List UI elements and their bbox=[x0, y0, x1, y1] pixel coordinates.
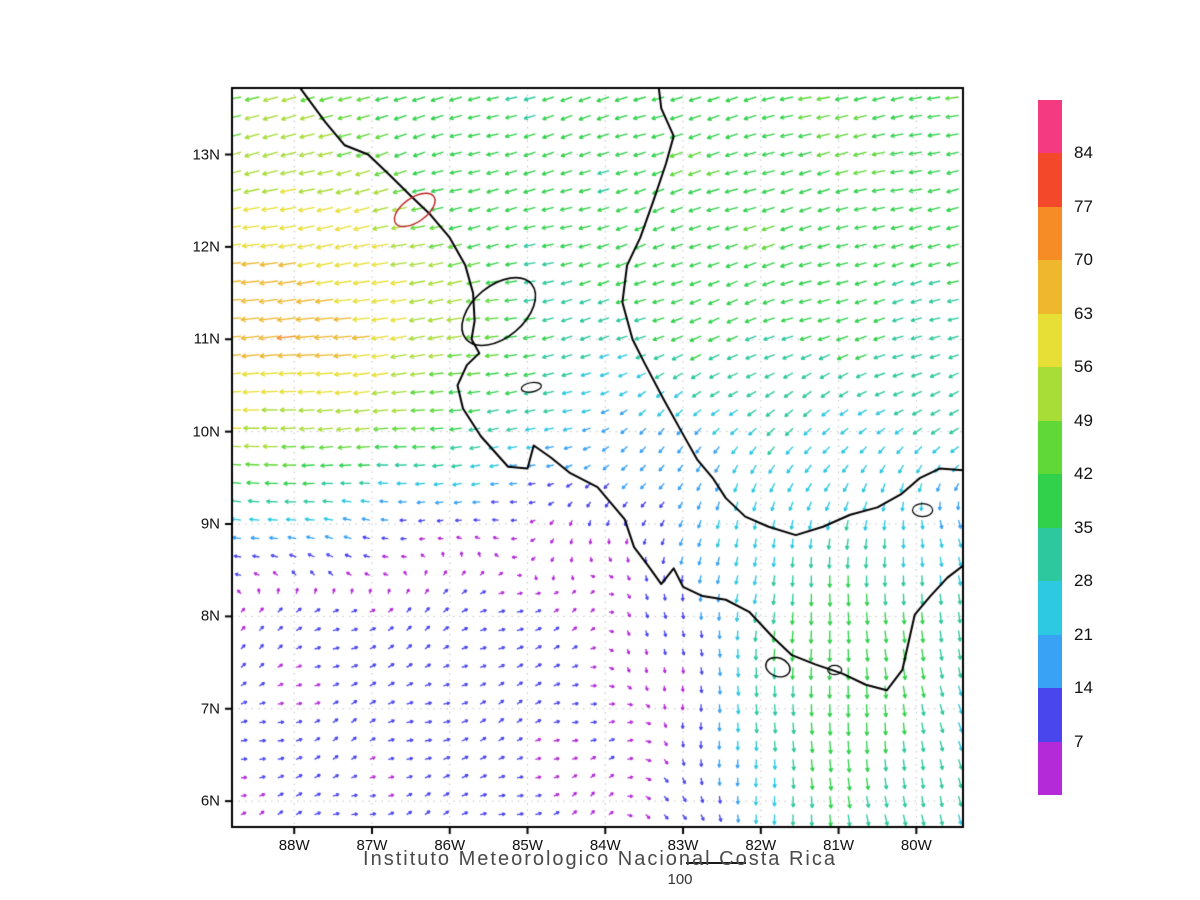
colorbar-boundary-label: 28 bbox=[1074, 571, 1093, 591]
colorbar-segment bbox=[1038, 527, 1062, 582]
colorbar-segment bbox=[1038, 741, 1062, 796]
colorbar-segment bbox=[1038, 634, 1062, 689]
colorbar-boundary-label: 35 bbox=[1074, 517, 1093, 537]
colorbar-boundary-label: 42 bbox=[1074, 464, 1093, 484]
lat-tick-label: 11N bbox=[193, 330, 220, 348]
lon-tick-label: 88W bbox=[278, 837, 310, 854]
lon-tick-label: 87W bbox=[356, 837, 388, 854]
colorbar-segment bbox=[1038, 367, 1062, 421]
lon-tick-label: 84W bbox=[589, 837, 621, 854]
lat-tick-label: 8N bbox=[200, 607, 220, 625]
reference-arrow bbox=[686, 862, 746, 864]
footer-institution: Instituto Meteorologico Nacional Costa R… bbox=[363, 848, 837, 870]
colorbar-boundary-label: 49 bbox=[1074, 410, 1093, 430]
colorbar-boundary-label: 14 bbox=[1074, 678, 1093, 698]
colorbar-boundary-label: 56 bbox=[1074, 357, 1093, 377]
colorbar-segment bbox=[1038, 206, 1062, 261]
colorbar-boundary-label: 77 bbox=[1074, 196, 1093, 216]
lat-tick-label: 6N bbox=[200, 792, 220, 810]
colorbar-boundary-label: 21 bbox=[1074, 624, 1093, 644]
lon-tick-label: 80W bbox=[900, 837, 932, 854]
colorbar-boundary-label: 7 bbox=[1074, 731, 1084, 751]
colorbar-segment bbox=[1038, 153, 1062, 207]
lat-tick-label: 13N bbox=[192, 146, 220, 163]
colorbar-segment bbox=[1038, 420, 1062, 475]
colorbar bbox=[1038, 100, 1062, 796]
colorbar-boundary-label: 84 bbox=[1074, 143, 1093, 163]
colorbar-segment bbox=[1038, 474, 1062, 528]
colorbar-boundary-label: 63 bbox=[1074, 303, 1093, 323]
lon-tick-label: 82W bbox=[745, 837, 777, 854]
colorbar-segment bbox=[1038, 313, 1062, 368]
colorbar-segment bbox=[1038, 100, 1062, 154]
colorbar-segment bbox=[1038, 688, 1062, 742]
lat-tick-label: 7N bbox=[200, 700, 220, 718]
reference-vector-value: 100 bbox=[667, 871, 693, 888]
lat-tick-label: 12N bbox=[192, 238, 220, 256]
lon-tick-label: 85W bbox=[512, 837, 543, 854]
colorbar-segment bbox=[1038, 581, 1062, 635]
colorbar-boundary-label: 70 bbox=[1074, 250, 1093, 270]
lon-tick-label: 86W bbox=[434, 837, 466, 854]
lat-tick-label: 10N bbox=[192, 423, 220, 441]
colorbar-segment bbox=[1038, 260, 1062, 314]
lon-tick-label: 83W bbox=[667, 837, 699, 854]
lon-tick-label: 81W bbox=[823, 837, 854, 854]
lat-tick-label: 9N bbox=[200, 515, 220, 533]
